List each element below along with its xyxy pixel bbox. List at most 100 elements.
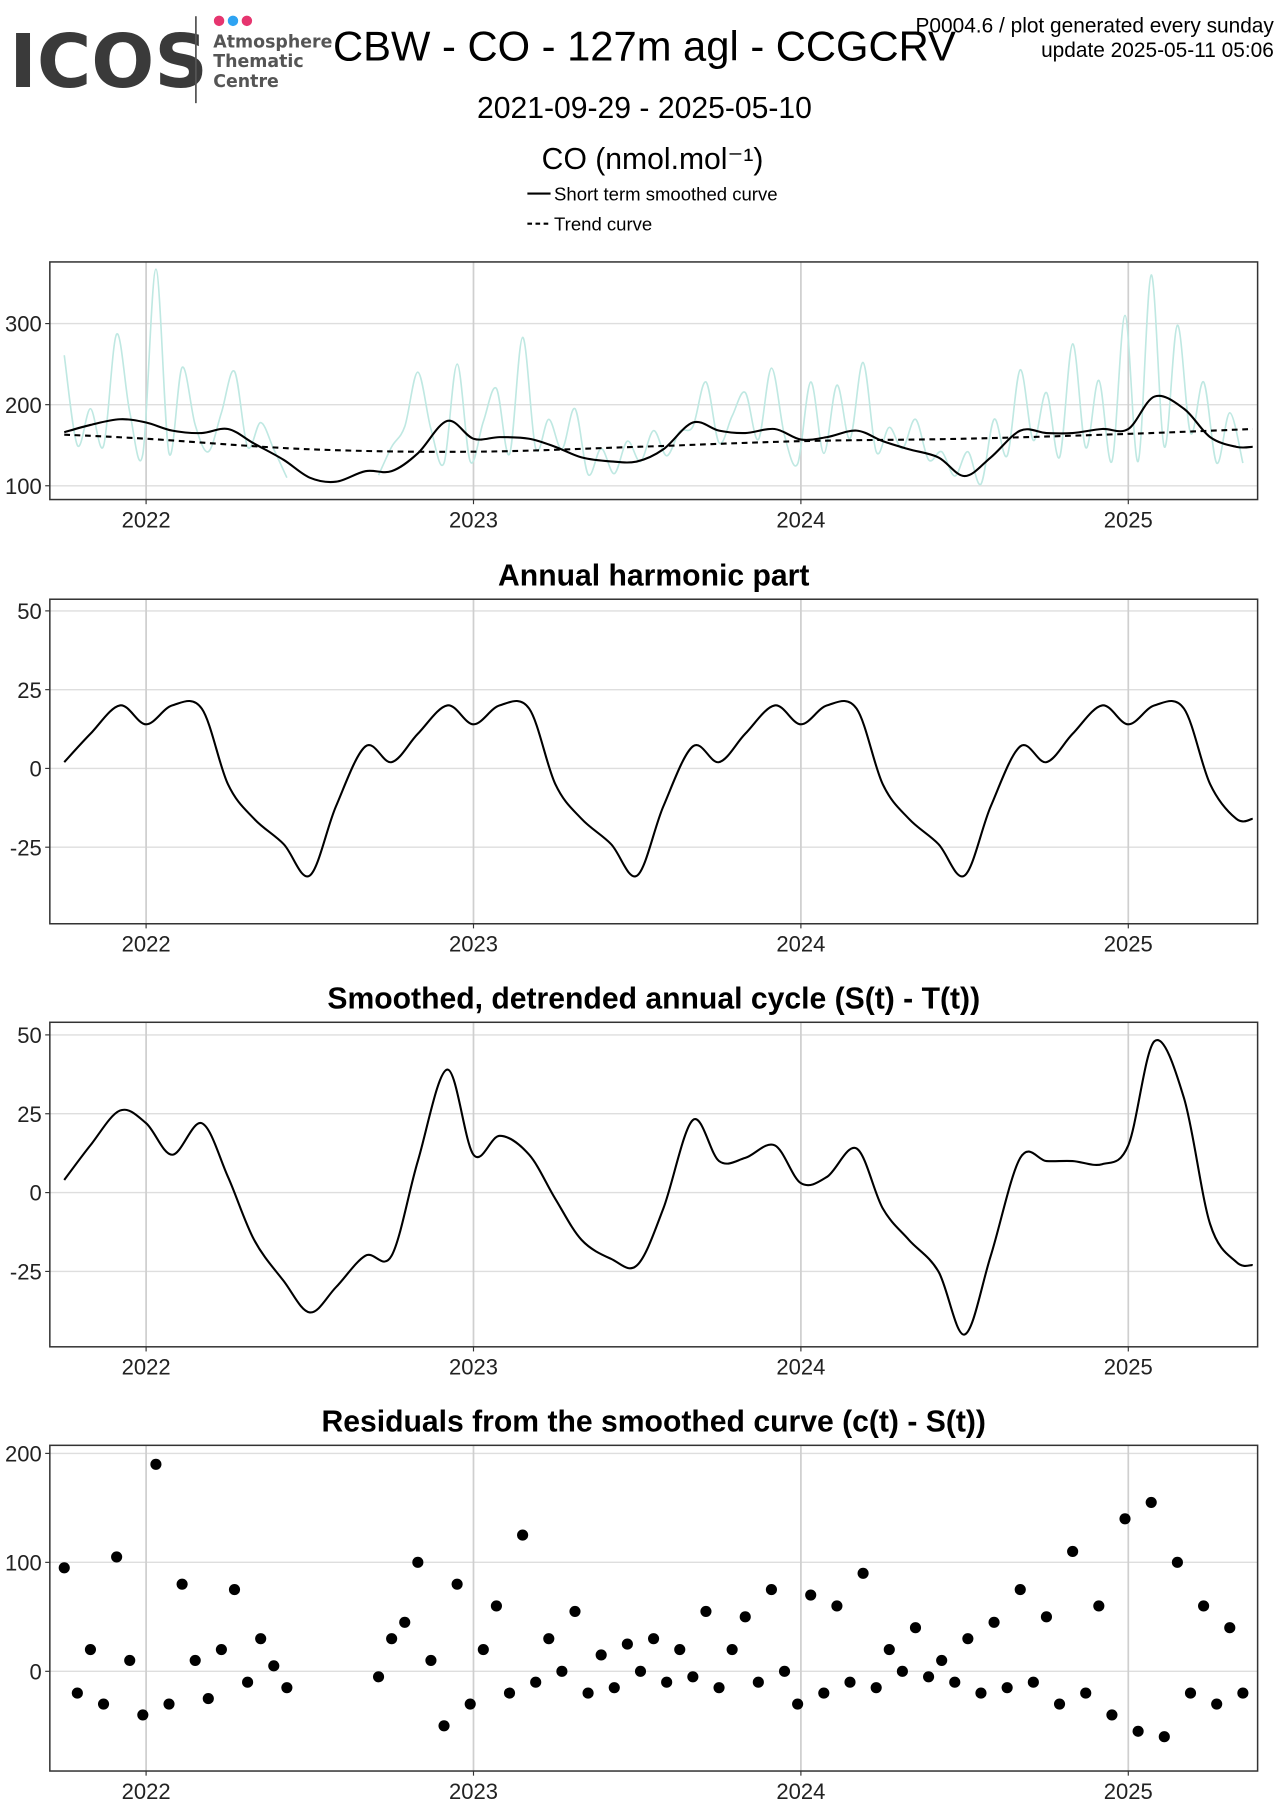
panel-title: Smoothed, detrended annual cycle (S(t) -…: [327, 982, 980, 1015]
residual-point: [202, 1692, 214, 1705]
residual-point: [1145, 1496, 1157, 1508]
plot-frame: [49, 261, 1259, 501]
logo: ICOS: [9, 19, 208, 105]
y-tick-label: 200: [5, 1442, 42, 1467]
series-line: [64, 427, 1253, 453]
residual-point: [372, 1671, 385, 1683]
residual-point: [726, 1643, 738, 1656]
residual-point: [765, 1584, 777, 1596]
residual-point: [464, 1698, 476, 1710]
residual-point: [58, 1562, 70, 1574]
residual-point: [805, 1589, 817, 1601]
org-line: Thematic: [213, 52, 303, 72]
residual-point: [1027, 1676, 1039, 1688]
legend-label: Short term smoothed curve: [554, 184, 778, 205]
plot-area: [63, 268, 1253, 486]
residual-point: [503, 1687, 516, 1699]
residual-point: [962, 1633, 974, 1645]
y-tick-label: -25: [10, 835, 42, 860]
x-tick-label: 2022: [122, 1779, 171, 1800]
residual-point: [556, 1665, 568, 1677]
plot-note: P0004.6 / plot generated every sunday: [915, 14, 1274, 37]
residual-point: [215, 1643, 227, 1656]
plot-background: [49, 1445, 1258, 1772]
residual-point: [700, 1605, 712, 1617]
residual-point: [281, 1682, 293, 1694]
residual-point: [1158, 1731, 1170, 1743]
y-tick-label: 200: [5, 393, 42, 418]
residual-point: [425, 1654, 437, 1666]
residual-point: [1237, 1687, 1249, 1699]
residual-point: [1053, 1698, 1066, 1710]
plot-area: [63, 1039, 1253, 1336]
x-tick-label: 2025: [1104, 1355, 1153, 1380]
raw-line: [63, 1039, 1253, 1336]
logo-dot: [241, 15, 253, 27]
residual-point: [582, 1687, 594, 1699]
residual-point: [647, 1633, 660, 1645]
residual-point: [268, 1660, 280, 1672]
residual-point: [621, 1638, 633, 1650]
x-tick-label: 2023: [449, 507, 498, 532]
legend-label: Trend curve: [554, 214, 652, 235]
y-tick-label: 0: [29, 757, 41, 782]
y-tick-label: 300: [5, 312, 42, 337]
residual-point: [163, 1698, 175, 1710]
residual-point: [124, 1654, 136, 1666]
residual-point: [1119, 1513, 1131, 1525]
y-tick-label: 25: [17, 1102, 42, 1127]
x-tick-label: 2022: [122, 507, 171, 532]
x-tick-label: 2023: [449, 1355, 498, 1380]
residual-point: [896, 1665, 908, 1677]
residual-point: [844, 1676, 856, 1688]
residual-point: [870, 1682, 882, 1694]
residual-point: [923, 1671, 935, 1683]
org-line: Centre: [213, 72, 279, 92]
x-tick-label: 2024: [776, 1355, 825, 1380]
residual-point: [739, 1611, 751, 1623]
residual-point: [399, 1616, 411, 1628]
residual-point: [517, 1529, 529, 1541]
x-tick-label: 2022: [122, 932, 171, 957]
y-tick-label: 100: [5, 474, 42, 499]
residual-point: [1198, 1600, 1210, 1612]
panel-title: Annual harmonic part: [498, 559, 809, 592]
residual-point: [451, 1578, 463, 1590]
residual-point: [687, 1671, 699, 1683]
x-tick-label: 2024: [776, 507, 825, 532]
chart-title: CBW - CO - 127m agl - CCGCRV: [333, 22, 956, 69]
residual-point: [1132, 1725, 1144, 1737]
residual-point: [1171, 1556, 1183, 1568]
residual-point: [792, 1698, 804, 1710]
residual-point: [412, 1556, 424, 1568]
residual-point: [1080, 1687, 1092, 1699]
x-tick-label: 2023: [449, 932, 498, 957]
plot-background: [49, 1022, 1258, 1347]
residual-point: [477, 1643, 489, 1656]
y-tick-label: 0: [29, 1181, 41, 1206]
x-tick-label: 2025: [1104, 932, 1153, 957]
residual-point: [831, 1600, 843, 1612]
residual-point: [1067, 1545, 1079, 1558]
residual-point: [255, 1633, 267, 1645]
y-axis-label: CO (nmol.mol⁻¹): [542, 143, 764, 176]
plot-frame: [49, 1444, 1259, 1772]
residual-point: [176, 1578, 188, 1590]
residual-point: [530, 1676, 542, 1688]
residual-point: [228, 1584, 241, 1596]
residual-point: [883, 1643, 895, 1656]
plot-background: [49, 261, 1258, 500]
x-tick-label: 2025: [1104, 507, 1153, 532]
y-tick-label: 50: [17, 1023, 42, 1048]
update-note: update 2025-05-11 05:06: [1041, 39, 1274, 62]
y-tick-label: 100: [5, 1550, 42, 1575]
org-line: Atmosphere: [213, 33, 332, 53]
panel-title: Residuals from the smoothed curve (c(t) …: [321, 1405, 986, 1438]
plot-area: [63, 700, 1253, 878]
residual-point: [111, 1551, 123, 1563]
residual-point: [438, 1720, 450, 1732]
residual-point: [634, 1665, 647, 1677]
residual-point: [713, 1682, 725, 1694]
